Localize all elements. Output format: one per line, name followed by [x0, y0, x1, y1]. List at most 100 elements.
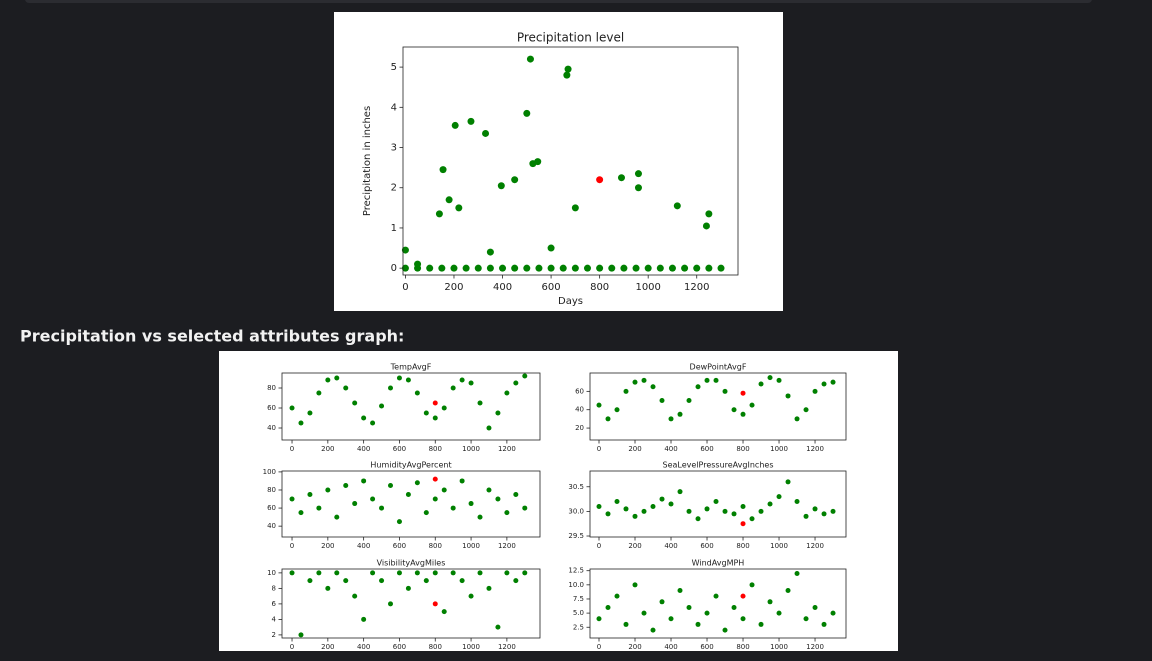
data-point: [830, 508, 836, 514]
data-point: [495, 410, 501, 416]
y-tick-label: 4: [272, 615, 277, 623]
y-tick-label: 2: [391, 183, 397, 194]
data-point: [468, 593, 474, 599]
x-tick-label: 0: [290, 445, 294, 453]
data-point: [794, 571, 800, 577]
y-tick-label: 1: [391, 223, 397, 234]
y-tick-label: 60: [267, 404, 276, 412]
data-point: [316, 505, 322, 511]
data-point: [821, 511, 827, 517]
data-point: [767, 375, 773, 381]
x-tick-label: 600: [542, 282, 561, 293]
data-point: [722, 627, 728, 633]
data-point: [803, 407, 809, 413]
x-tick-label: 1000: [770, 643, 788, 651]
data-point: [289, 405, 295, 411]
x-tick-label: 600: [393, 643, 406, 651]
y-tick-label: 12.5: [568, 567, 584, 575]
data-point: [677, 587, 683, 593]
x-tick-label: 600: [700, 445, 713, 453]
data-point: [704, 610, 710, 616]
data-point: [289, 496, 295, 502]
x-tick-label: 1200: [684, 282, 709, 293]
data-point: [668, 616, 674, 622]
data-point: [477, 400, 483, 406]
data-point: [559, 264, 567, 272]
data-point: [749, 516, 755, 522]
y-tick-label: 100: [263, 468, 276, 476]
y-tick-label: 4: [391, 102, 397, 113]
data-point: [776, 610, 782, 616]
data-point: [468, 380, 474, 386]
data-point: [414, 480, 420, 486]
data-point: [396, 570, 402, 576]
data-point: [468, 501, 474, 507]
data-point: [563, 71, 571, 79]
data-point: [526, 55, 534, 63]
x-tick-label: 200: [321, 643, 334, 651]
heading: Precipitation vs selected attributes gra…: [20, 327, 404, 346]
x-tick-label: 400: [664, 542, 677, 550]
data-point: [641, 377, 647, 383]
data-point: [758, 508, 764, 514]
data-point: [803, 513, 809, 519]
data-point: [641, 508, 647, 514]
data-point: [486, 585, 492, 591]
data-point: [794, 499, 800, 505]
data-point: [794, 416, 800, 422]
data-point: [803, 616, 809, 622]
data-point: [523, 264, 531, 272]
data-point: [450, 505, 456, 511]
data-point: [650, 503, 656, 509]
data-point: [713, 377, 719, 383]
data-point: [432, 601, 438, 607]
data-point: [776, 494, 782, 500]
data-point: [767, 599, 773, 605]
x-tick-label: 1000: [462, 445, 480, 453]
x-tick-label: 800: [736, 643, 749, 651]
data-point: [713, 593, 719, 599]
x-tick-label: 400: [664, 445, 677, 453]
data-point: [605, 416, 611, 422]
data-point: [467, 117, 475, 125]
y-tick-label: 5: [391, 62, 397, 73]
chart-title: Precipitation level: [517, 31, 624, 45]
data-point: [705, 210, 713, 218]
data-point: [432, 496, 438, 502]
x-tick-label: 1000: [770, 445, 788, 453]
data-point: [441, 405, 447, 411]
chart-title: SeaLevelPressureAvgInches: [663, 461, 774, 470]
x-tick-label: 1000: [635, 282, 660, 293]
data-point: [450, 264, 458, 272]
data-point: [749, 582, 755, 588]
data-point: [423, 410, 429, 416]
data-point: [596, 264, 604, 272]
chart-title: TempAvgF: [390, 363, 432, 372]
data-point: [307, 410, 313, 416]
data-point: [749, 402, 755, 408]
data-point: [534, 158, 542, 166]
data-point: [486, 264, 494, 272]
data-point: [681, 264, 689, 272]
data-point: [441, 609, 447, 615]
x-tick-label: 200: [321, 445, 334, 453]
data-point: [441, 487, 447, 493]
data-point: [511, 264, 519, 272]
y-tick-label: 10: [267, 569, 276, 577]
x-tick-label: 200: [628, 643, 641, 651]
data-point: [686, 398, 692, 404]
data-point: [812, 506, 818, 512]
y-tick-label: 3: [391, 143, 397, 154]
data-point: [459, 478, 465, 484]
x-tick-label: 1000: [462, 542, 480, 550]
data-point: [497, 182, 505, 190]
data-point: [445, 196, 453, 204]
data-point: [596, 402, 602, 408]
data-point: [740, 616, 746, 622]
data-point: [325, 377, 331, 383]
data-point: [387, 482, 393, 488]
data-point: [695, 516, 701, 522]
data-point: [722, 508, 728, 514]
y-axis-label: Precipitation in inches: [362, 106, 373, 216]
data-point: [401, 264, 409, 272]
